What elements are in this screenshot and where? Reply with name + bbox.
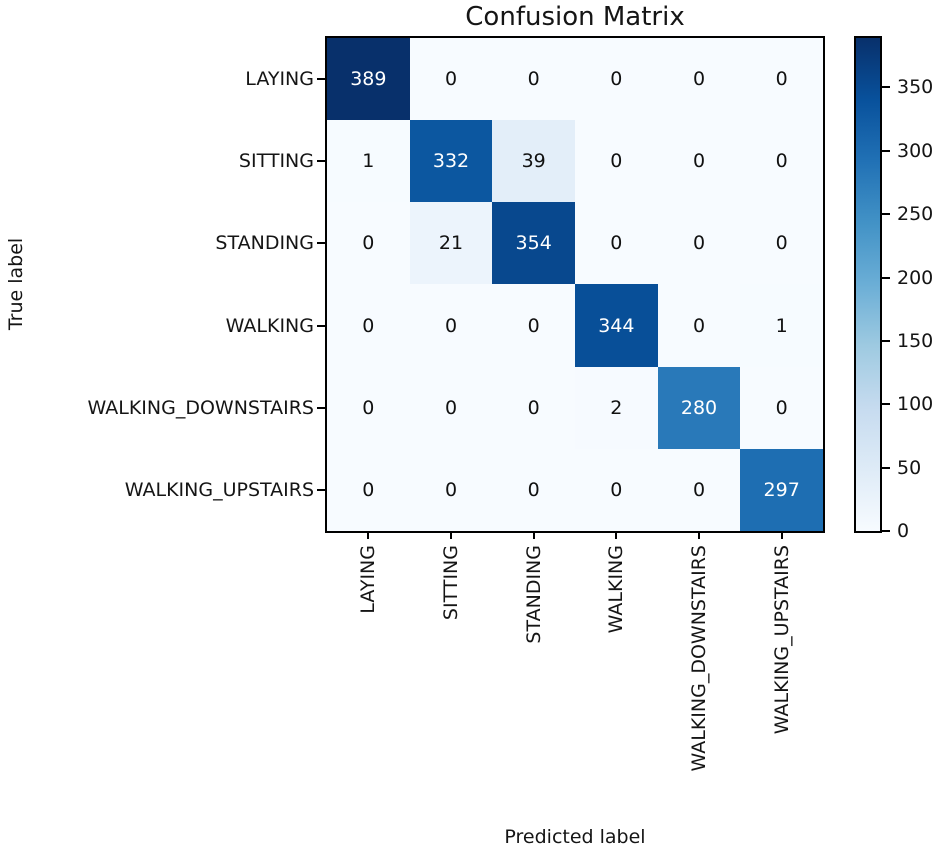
- cell-LAYING-LAYING: 389: [327, 38, 410, 121]
- cell-LAYING-WALKING_UPSTAIRS: 0: [740, 38, 823, 121]
- cell-WALKING_UPSTAIRS-WALKING_UPSTAIRS: 297: [740, 448, 823, 531]
- cell-WALKING_UPSTAIRS-LAYING: 0: [327, 448, 410, 531]
- y-tick-mark: [317, 78, 325, 81]
- y-tick-mark: [317, 488, 325, 491]
- colorbar-tick-mark: [882, 86, 890, 89]
- cell-SITTING-LAYING: 1: [327, 120, 410, 203]
- x-tick-label: WALKING_UPSTAIRS: [770, 545, 793, 735]
- cell-SITTING-STANDING: 39: [492, 120, 575, 203]
- heatmap-grid: 389 0 0 0 0 0 1 332 39 0 0 0 0 21 354 0 0 0 0 0 0 344 0 1 0 0 0 2 28…: [325, 36, 825, 533]
- cell-WALKING_DOWNSTAIRS-STANDING: 0: [492, 366, 575, 449]
- cell-LAYING-SITTING: 0: [409, 38, 493, 121]
- chart-title: Confusion Matrix: [465, 2, 685, 32]
- cell-STANDING-STANDING: 354: [492, 202, 575, 285]
- cell-WALKING-STANDING: 0: [492, 284, 575, 367]
- colorbar-tick-label: 50: [897, 456, 922, 479]
- colorbar: [854, 36, 882, 533]
- cell-WALKING_UPSTAIRS-STANDING: 0: [492, 448, 575, 531]
- cell-WALKING_DOWNSTAIRS-WALKING_DOWNSTAIRS: 280: [657, 366, 741, 449]
- cell-STANDING-WALKING_UPSTAIRS: 0: [740, 202, 823, 285]
- y-tick-label: WALKING: [225, 314, 314, 337]
- y-tick-label: LAYING: [245, 68, 314, 91]
- x-tick-label: LAYING: [357, 545, 380, 614]
- cell-WALKING-WALKING_DOWNSTAIRS: 0: [657, 284, 741, 367]
- cell-LAYING-WALKING_DOWNSTAIRS: 0: [657, 38, 741, 121]
- colorbar-tick-mark: [882, 403, 890, 406]
- colorbar-tick-label: 0: [897, 520, 910, 542]
- colorbar-tick-mark: [882, 276, 890, 279]
- x-tick-mark: [615, 531, 618, 539]
- cell-WALKING_UPSTAIRS-WALKING_DOWNSTAIRS: 0: [657, 448, 741, 531]
- x-tick-label: WALKING_DOWNSTAIRS: [688, 545, 710, 772]
- cell-WALKING_DOWNSTAIRS-SITTING: 0: [409, 366, 493, 449]
- x-tick-mark: [698, 531, 700, 539]
- cell-WALKING_DOWNSTAIRS-WALKING: 2: [574, 366, 658, 449]
- cell-SITTING-WALKING_DOWNSTAIRS: 0: [657, 120, 741, 203]
- cell-STANDING-WALKING_DOWNSTAIRS: 0: [657, 202, 741, 285]
- colorbar-tick-label: 250: [897, 203, 934, 226]
- colorbar-tick-mark: [882, 530, 890, 532]
- colorbar-tick-label: 200: [897, 266, 934, 289]
- colorbar-tick-mark: [882, 339, 890, 342]
- colorbar-tick-mark: [882, 149, 890, 152]
- cell-LAYING-WALKING: 0: [574, 38, 658, 121]
- colorbar-tick-mark: [882, 466, 890, 469]
- cell-WALKING-LAYING: 0: [327, 284, 410, 367]
- colorbar-tick-label: 150: [897, 329, 934, 352]
- y-tick-mark: [317, 160, 325, 163]
- x-axis-label: Predicted label: [504, 826, 646, 848]
- x-tick-label: STANDING: [522, 545, 545, 644]
- colorbar-tick-label: 100: [897, 393, 934, 416]
- y-tick-label: STANDING: [215, 232, 314, 255]
- y-tick-label: SITTING: [238, 150, 314, 173]
- cell-WALKING_UPSTAIRS-SITTING: 0: [409, 448, 493, 531]
- x-tick-mark: [532, 531, 535, 539]
- colorbar-tick-mark: [882, 213, 890, 216]
- cell-WALKING_DOWNSTAIRS-WALKING_UPSTAIRS: 0: [740, 366, 823, 449]
- y-tick-label: WALKING_UPSTAIRS: [124, 478, 314, 501]
- cell-SITTING-WALKING: 0: [574, 120, 658, 203]
- colorbar-tick-label: 350: [897, 76, 934, 99]
- cell-LAYING-STANDING: 0: [492, 38, 575, 121]
- cell-WALKING_UPSTAIRS-WALKING: 0: [574, 448, 658, 531]
- cell-SITTING-WALKING_UPSTAIRS: 0: [740, 120, 823, 203]
- cell-WALKING_DOWNSTAIRS-LAYING: 0: [327, 366, 410, 449]
- x-tick-label: WALKING: [605, 545, 628, 634]
- x-tick-mark: [450, 531, 452, 539]
- y-tick-mark: [317, 406, 325, 409]
- cell-SITTING-SITTING: 332: [409, 120, 493, 203]
- cell-STANDING-LAYING: 0: [327, 202, 410, 285]
- x-tick-mark: [367, 531, 370, 539]
- cell-WALKING-WALKING_UPSTAIRS: 1: [740, 284, 823, 367]
- x-tick-mark: [780, 531, 783, 539]
- cell-STANDING-SITTING: 21: [409, 202, 493, 285]
- cell-WALKING-WALKING: 344: [574, 284, 658, 367]
- y-tick-mark: [317, 242, 325, 245]
- x-tick-label: SITTING: [440, 545, 462, 621]
- cell-WALKING-SITTING: 0: [409, 284, 493, 367]
- y-tick-label: WALKING_DOWNSTAIRS: [87, 396, 314, 419]
- y-tick-mark: [317, 324, 325, 327]
- colorbar-tick-label: 300: [897, 139, 934, 162]
- cell-STANDING-WALKING: 0: [574, 202, 658, 285]
